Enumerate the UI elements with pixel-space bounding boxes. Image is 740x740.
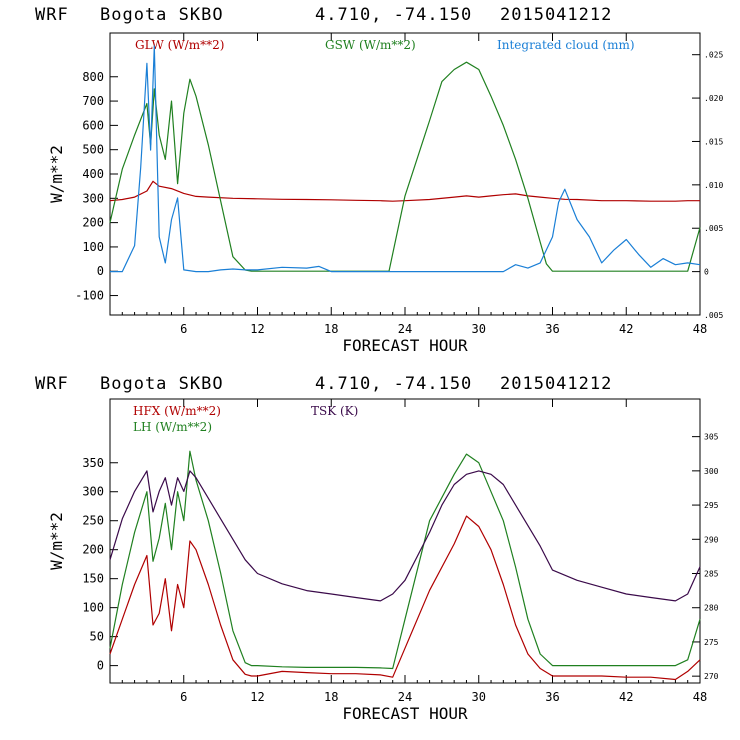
- x-tick-label: 6: [180, 690, 187, 704]
- legend-entry: GSW (W/m**2): [325, 38, 416, 52]
- legend-entry: Integrated cloud (mm): [497, 38, 635, 52]
- series-line-lh: [109, 450, 701, 670]
- x-tick-label: 24: [398, 322, 412, 336]
- chart-header-2: Bogota SKBO: [100, 5, 224, 25]
- right-y-tick-label: 280: [704, 604, 719, 613]
- y-tick-label: 200: [82, 543, 104, 557]
- right-y-tick-label: 290: [704, 535, 719, 544]
- y-tick-label: 700: [82, 94, 104, 108]
- y-tick-label: 400: [82, 167, 104, 181]
- y-tick-label: 100: [82, 601, 104, 615]
- y-tick-label: 300: [82, 485, 104, 499]
- chart-header-4: 2015041212: [500, 5, 612, 25]
- right-y-tick-label: .005: [704, 224, 723, 233]
- series-line-hfx: [109, 515, 701, 681]
- x-tick-label: 30: [472, 690, 486, 704]
- x-axis-label: FORECAST HOUR: [342, 704, 468, 723]
- x-tick-label: 30: [472, 322, 486, 336]
- y-tick-label: 100: [82, 240, 104, 254]
- plot-frame: [109, 32, 701, 316]
- y-tick-label: -100: [75, 289, 104, 303]
- y-tick-label: 0: [97, 659, 104, 673]
- legend-entry: GLW (W/m**2): [135, 38, 224, 52]
- legend-entry: LH (W/m**2): [133, 420, 212, 434]
- right-y-tick-label: .020: [704, 94, 723, 103]
- chart-panel-2: WRF Bogota SKBO 4.710, -74.150 2015041212 6 1…: [35, 374, 719, 723]
- x-tick-label: 18: [324, 690, 338, 704]
- series-line-gsw: [109, 61, 701, 272]
- chart-header-3: 4.710, -74.150: [315, 374, 472, 394]
- chart-header-1: WRF: [35, 374, 69, 394]
- chart-panel-1: WRF Bogota SKBO 4.710, -74.150 2015041212 6 1…: [35, 5, 723, 355]
- series-line-tsk: [109, 470, 701, 602]
- chart-header-3: 4.710, -74.150: [315, 5, 472, 25]
- x-tick-label: 42: [619, 322, 633, 336]
- right-y-tick-label: .015: [704, 137, 723, 146]
- series-line-integrated: [110, 45, 701, 273]
- y-tick-label: 800: [82, 70, 104, 84]
- right-y-tick-label: .025: [704, 51, 723, 60]
- x-tick-label: 48: [693, 322, 707, 336]
- y-tick-label: 50: [90, 630, 104, 644]
- plot-frame: [109, 398, 701, 684]
- y-tick-label: 200: [82, 216, 104, 230]
- y-tick-label: 350: [82, 456, 104, 470]
- x-tick-label: 36: [545, 322, 559, 336]
- x-tick-label: 18: [324, 322, 338, 336]
- y-tick-label: 300: [82, 191, 104, 205]
- right-y-tick-label: 0: [704, 268, 709, 277]
- right-y-tick-label: 275: [704, 638, 719, 647]
- right-y-tick-label: .010: [704, 181, 723, 190]
- x-tick-label: 6: [180, 322, 187, 336]
- right-y-tick-label: 300: [704, 467, 719, 476]
- x-tick-label: 48: [693, 690, 707, 704]
- x-tick-label: 36: [545, 690, 559, 704]
- x-tick-label: 12: [250, 322, 264, 336]
- chart-header-1: WRF: [35, 5, 69, 25]
- y-tick-label: 150: [82, 572, 104, 586]
- chart-header-4: 2015041212: [500, 374, 612, 394]
- right-y-tick-label: 295: [704, 501, 719, 510]
- right-y-tick-label: 270: [704, 672, 719, 681]
- right-y-tick-label: 285: [704, 570, 719, 579]
- x-axis-label: FORECAST HOUR: [342, 336, 468, 355]
- x-tick-label: 42: [619, 690, 633, 704]
- x-tick-label: 12: [250, 690, 264, 704]
- y-axis-label: W/m**2: [47, 512, 66, 570]
- y-tick-label: 500: [82, 143, 104, 157]
- y-axis-label: W/m**2: [47, 145, 66, 203]
- y-tick-label: 0: [97, 264, 104, 278]
- legend-entry: HFX (W/m**2): [133, 404, 221, 418]
- chart-header-2: Bogota SKBO: [100, 374, 224, 394]
- right-y-tick-label: 305: [704, 433, 719, 442]
- legend-entry: TSK (K): [311, 404, 358, 418]
- series-line-glw: [109, 180, 700, 202]
- y-tick-label: 250: [82, 514, 104, 528]
- x-tick-label: 24: [398, 690, 412, 704]
- right-y-tick-label: .005: [704, 311, 723, 320]
- y-tick-label: 600: [82, 118, 104, 132]
